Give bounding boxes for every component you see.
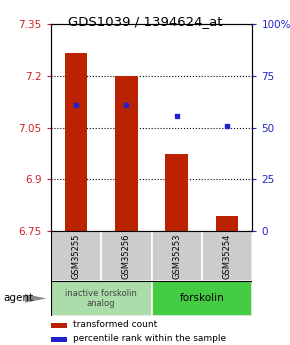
Text: GSM35256: GSM35256 — [122, 234, 131, 279]
Bar — [216, 216, 238, 231]
Bar — [165, 154, 188, 231]
Text: agent: agent — [3, 294, 33, 303]
Text: inactive forskolin
analog: inactive forskolin analog — [65, 289, 137, 308]
Text: GDS1039 / 1394624_at: GDS1039 / 1394624_at — [68, 16, 222, 29]
Bar — [202, 231, 252, 281]
Text: GSM35253: GSM35253 — [172, 234, 181, 279]
Bar — [65, 53, 87, 231]
Bar — [51, 231, 101, 281]
Bar — [151, 281, 252, 316]
Bar — [115, 76, 138, 231]
Bar — [101, 231, 151, 281]
Polygon shape — [25, 294, 46, 303]
Text: forskolin: forskolin — [180, 294, 224, 303]
Text: percentile rank within the sample: percentile rank within the sample — [73, 334, 226, 343]
Bar — [151, 231, 202, 281]
Bar — [51, 281, 151, 316]
Text: transformed count: transformed count — [73, 320, 157, 329]
Bar — [51, 337, 67, 342]
Bar — [51, 323, 67, 328]
Text: GSM35255: GSM35255 — [71, 234, 80, 279]
Text: GSM35254: GSM35254 — [223, 234, 232, 279]
